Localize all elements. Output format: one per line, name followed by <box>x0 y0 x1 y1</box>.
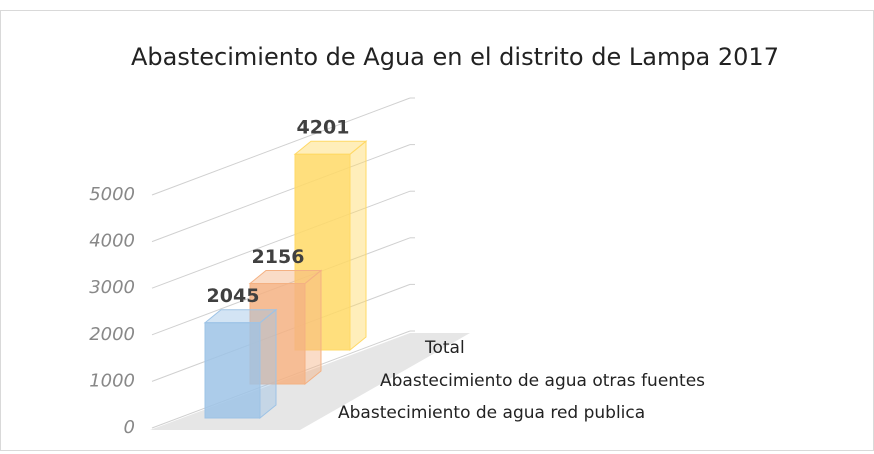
y-tick-label: 3000 <box>89 277 135 298</box>
category-label: Total <box>424 338 465 358</box>
y-tick-label: 4000 <box>89 231 135 252</box>
category-label: Abastecimiento de agua red publica <box>338 403 645 423</box>
category-label: Abastecimiento de agua otras fuentes <box>380 371 705 391</box>
bar-side <box>349 140 367 352</box>
grid-line <box>151 190 411 289</box>
value-label: 4201 <box>297 117 350 139</box>
bar <box>204 322 261 419</box>
y-tick-label: 2000 <box>89 324 135 345</box>
value-label: 2045 <box>207 285 260 307</box>
y-tick-label: 5000 <box>89 184 135 205</box>
grid-line <box>151 144 411 243</box>
chart-title: Abastecimiento de Agua en el distrito de… <box>131 43 779 71</box>
bar-side <box>259 308 277 420</box>
y-tick-label: 0 <box>124 417 135 438</box>
bar-side <box>304 269 322 386</box>
chart-frame <box>0 10 874 451</box>
value-label: 2156 <box>252 246 305 268</box>
grid-line <box>151 97 411 196</box>
y-tick-label: 1000 <box>89 370 135 391</box>
